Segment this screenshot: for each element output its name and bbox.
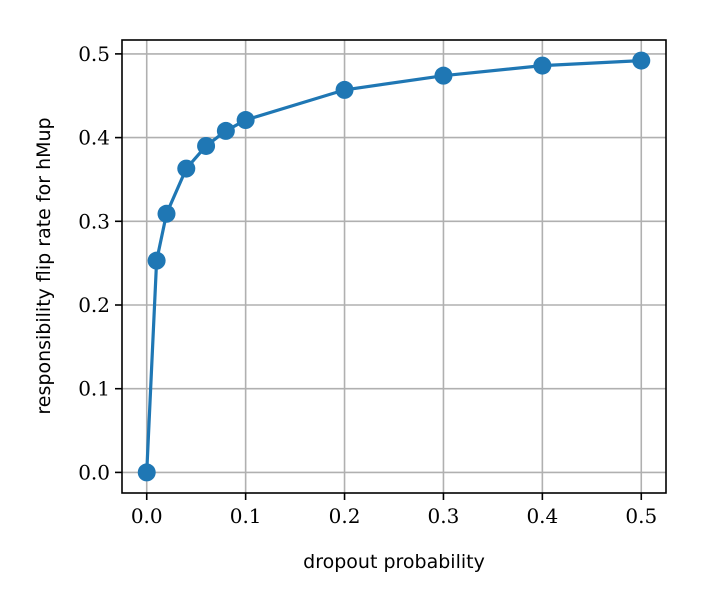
x-tick-label: 0.4: [526, 504, 558, 528]
y-tick-label: 0.1: [78, 377, 110, 401]
marker: [434, 66, 453, 85]
marker: [335, 80, 354, 99]
line: [145, 58, 642, 473]
x-axis-label: dropout probability: [303, 551, 485, 573]
marker: [147, 251, 166, 270]
x-tick-label: 0.5: [625, 504, 657, 528]
marker: [236, 111, 255, 130]
y-tick-label: 0.2: [78, 293, 110, 317]
x-tick-label: 0.3: [428, 504, 460, 528]
marker: [157, 204, 176, 223]
y-tick-label: 0.3: [78, 209, 110, 233]
x-tick-label: 0.0: [131, 504, 163, 528]
y-tick-label: 0.5: [78, 42, 110, 66]
y-tick-label: 0.0: [78, 460, 110, 484]
plot-frame: [121, 39, 667, 494]
marker: [137, 463, 156, 482]
y-tick-label: 0.4: [78, 126, 110, 150]
marker: [216, 121, 235, 140]
x-tick-label: 0.2: [329, 504, 361, 528]
y-axis-label: responsibility flip rate for hMup: [33, 117, 55, 414]
marker: [632, 51, 651, 70]
x-tick-label: 0.1: [230, 504, 262, 528]
marker: [177, 159, 196, 178]
marker: [197, 136, 216, 155]
marker: [533, 56, 552, 75]
